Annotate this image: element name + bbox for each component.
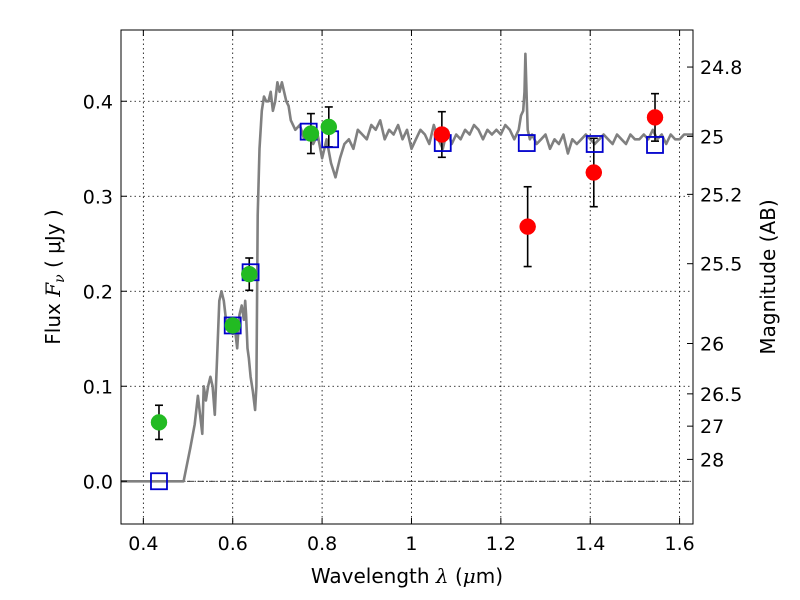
y-tick-label: 0.1 (83, 376, 113, 398)
x-tick-label: 0.8 (307, 533, 337, 555)
x-tick-label: 1.6 (664, 533, 694, 555)
y2-axis-title: Magnitude (AB) (756, 199, 780, 354)
error-bars (154, 92, 660, 441)
observed-point (320, 118, 338, 136)
model-photometry-square (517, 134, 536, 152)
model-photometry-square (646, 136, 664, 154)
observed-point (433, 126, 451, 143)
y-tick-label: 0.4 (83, 91, 113, 113)
x-tick-label: 1.4 (575, 533, 605, 555)
mag-tick-label: 24.8 (700, 57, 742, 79)
x-tick-label: 0.4 (128, 533, 158, 555)
y-axis-title: Flux Fν ( μJy ) (41, 209, 68, 344)
mag-tick-label: 28 (700, 449, 724, 471)
model-photometry-square (585, 135, 604, 153)
x-tick-label: 1.2 (486, 533, 516, 555)
plot-frame (120, 29, 694, 525)
y-tick-label: 0.0 (83, 471, 113, 493)
observed-point (241, 265, 258, 283)
x-tick-label: 0.6 (218, 533, 248, 555)
observed-point (224, 317, 241, 334)
grid (121, 30, 693, 524)
mag-tick-label: 25.5 (700, 254, 742, 276)
axis-ticks: 0.4 0.6 0.8 1 1.2 1.4 1.6 0.0 0.1 0.2 0.3 0.4 24.8 25… (83, 30, 742, 555)
observed-point (519, 218, 536, 235)
observed-point (585, 164, 603, 181)
model-photometry-square (150, 472, 168, 491)
mag-tick-label: 25 (700, 126, 724, 148)
observed-point (302, 125, 320, 142)
x-axis-title: Wavelength λ (μm) (311, 564, 503, 588)
model-spectrum-line (121, 52, 693, 483)
y-tick-label: 0.3 (83, 186, 113, 208)
y-tick-label: 0.2 (83, 281, 113, 303)
observed-point (646, 109, 664, 126)
observed-point (150, 414, 168, 431)
mag-tick-label: 25.2 (700, 184, 742, 206)
mag-tick-label: 26 (700, 334, 724, 356)
mag-tick-label: 27 (700, 416, 724, 438)
data-markers (150, 109, 664, 491)
x-tick-label: 1 (405, 533, 417, 555)
mag-tick-label: 26.5 (700, 384, 742, 406)
